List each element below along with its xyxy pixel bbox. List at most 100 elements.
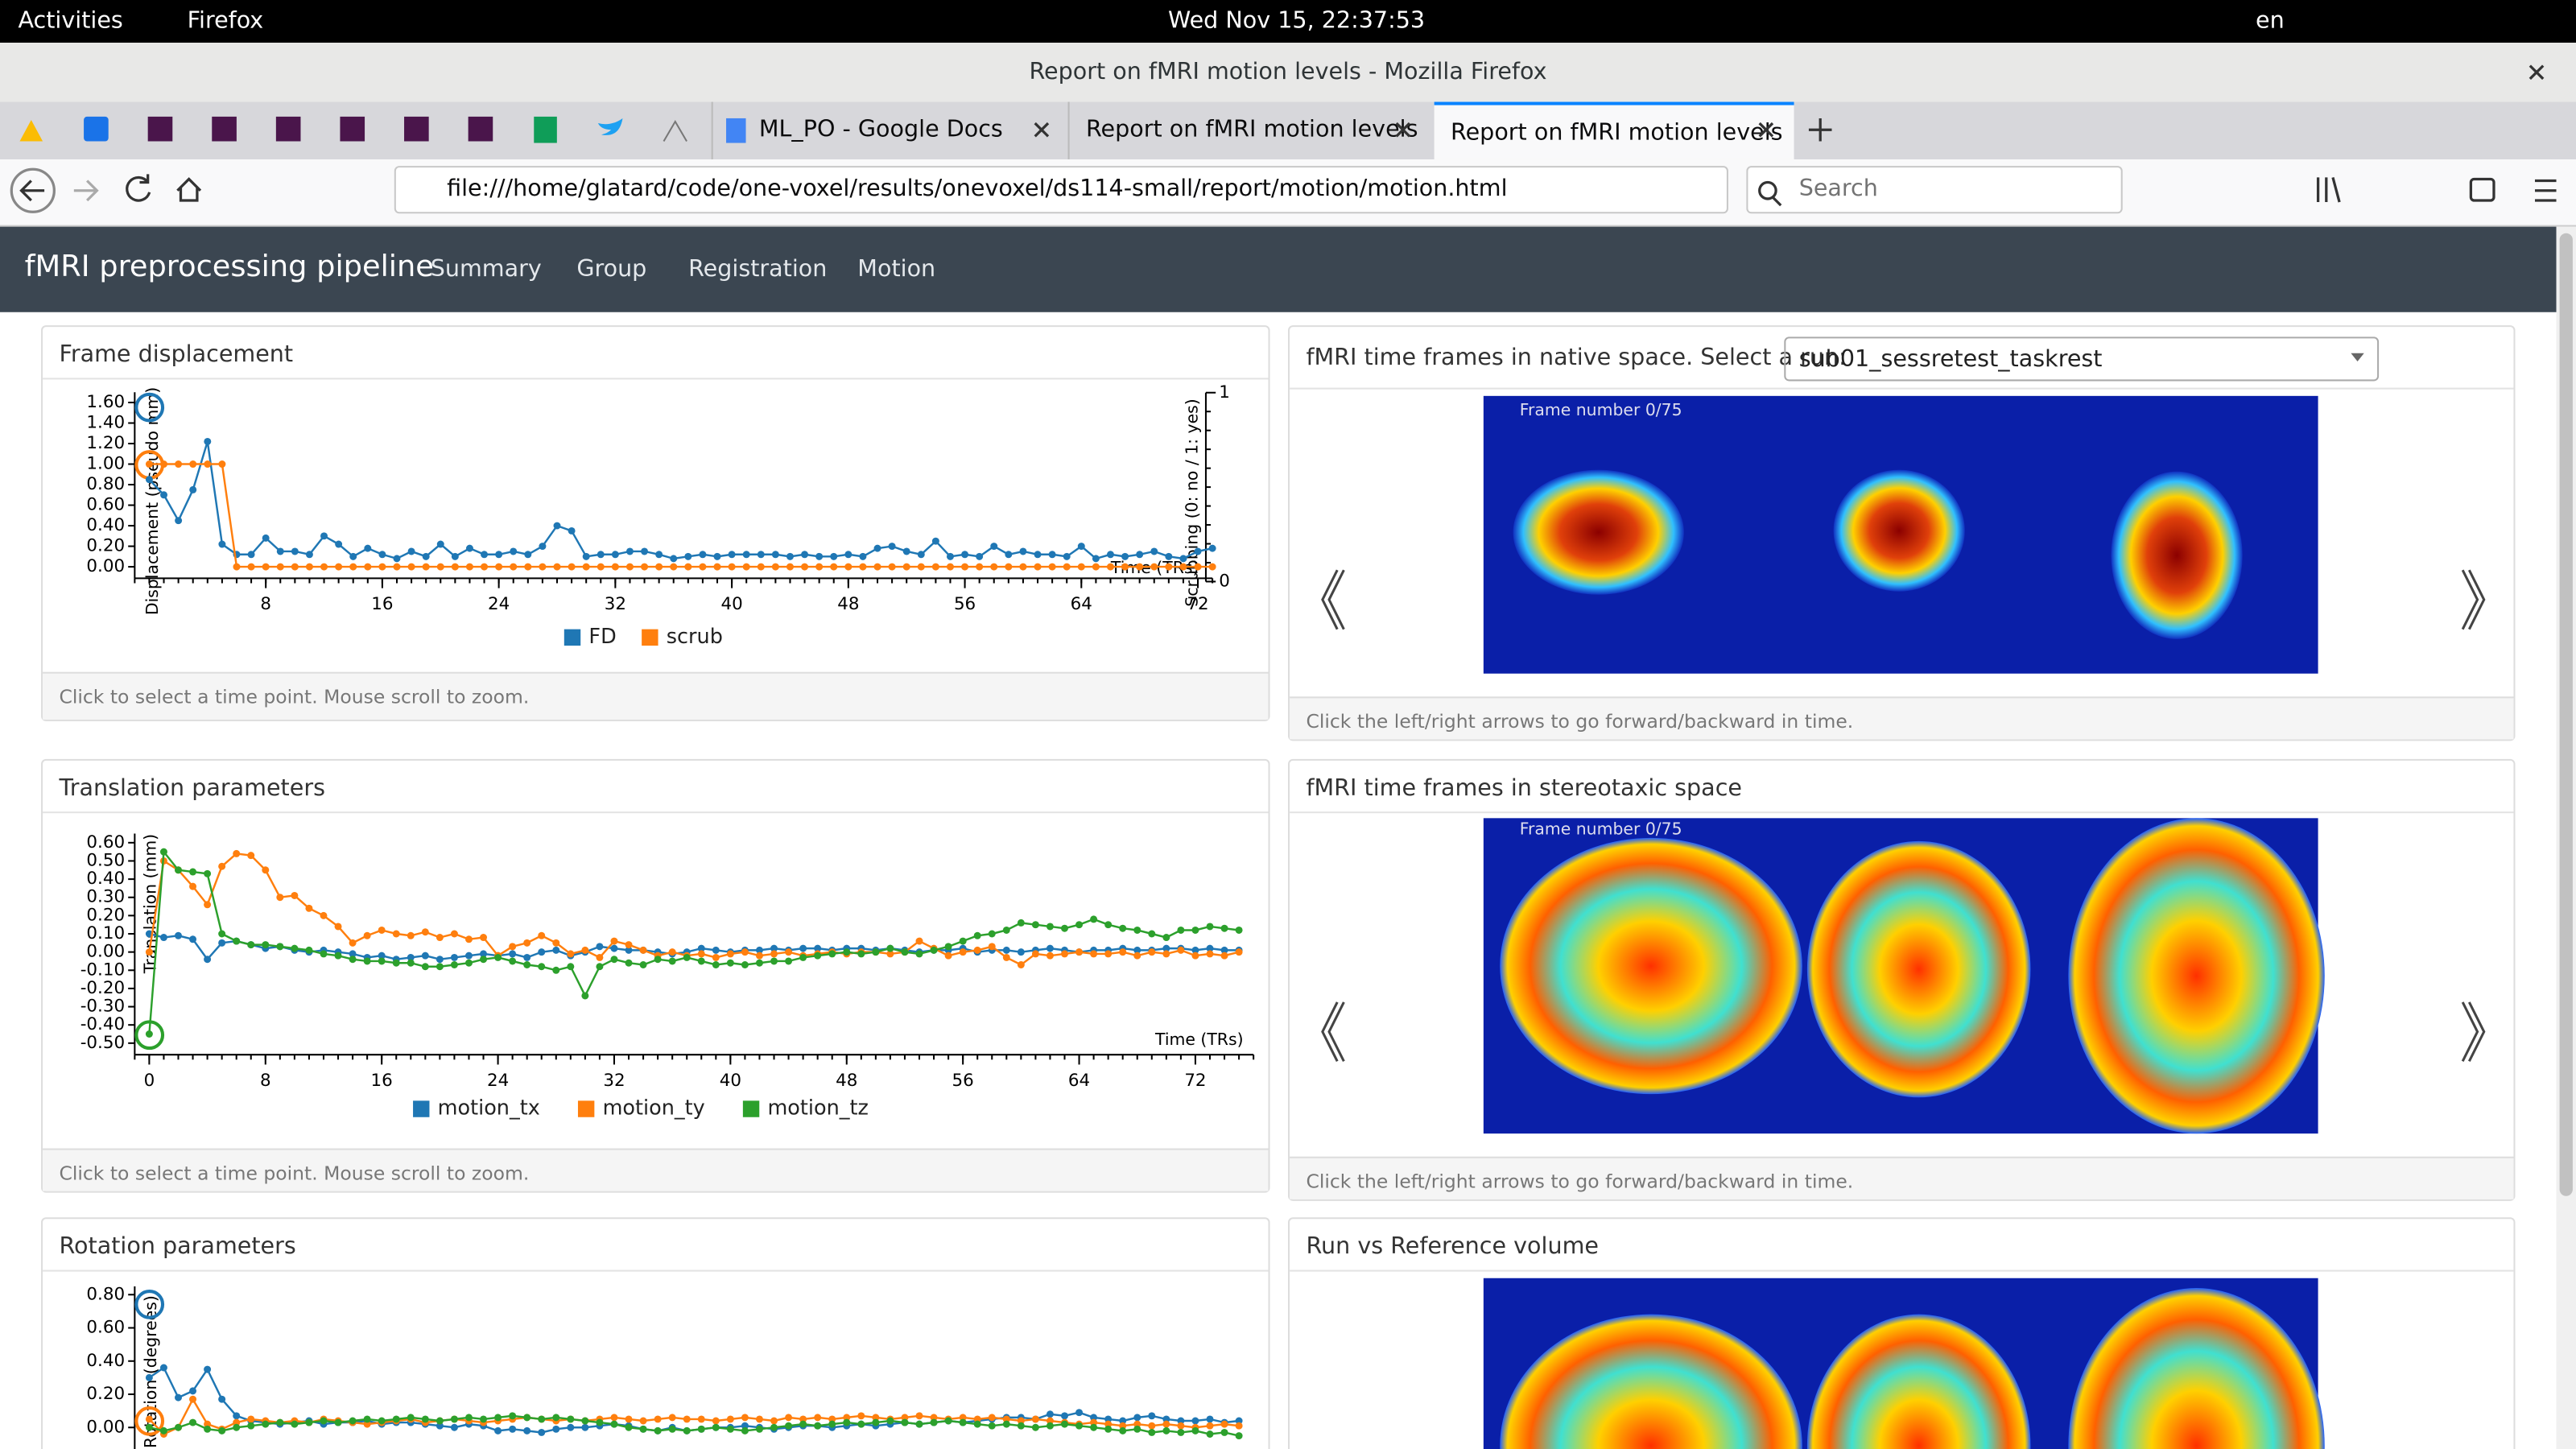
data-point (218, 1395, 226, 1403)
nav-link[interactable]: Motion (857, 256, 936, 283)
panel-footer: Click the left/right arrows to go forwar… (1290, 696, 2514, 740)
prev-frame[interactable] (1321, 569, 1345, 630)
scrollbar[interactable] (2556, 226, 2576, 1449)
data-point (901, 1414, 909, 1422)
toolbar-icons[interactable] (10, 64, 2557, 213)
run-select[interactable]: sub01_sessretest_taskrest (1784, 336, 2380, 382)
data-point (364, 544, 372, 552)
new-tab[interactable] (1808, 118, 1832, 142)
data-point (655, 551, 663, 559)
data-point (1034, 563, 1042, 571)
data-point (931, 563, 939, 571)
pinned-icon[interactable] (663, 119, 687, 142)
next-frame[interactable] (2461, 569, 2486, 630)
pinned-icon[interactable] (534, 116, 557, 143)
select-value: sub01_sessretest_taskrest (1798, 346, 2103, 374)
sidebar[interactable] (2469, 177, 2496, 202)
data-point (843, 1418, 851, 1426)
pinned-icon[interactable] (340, 116, 365, 142)
next-frame[interactable] (2461, 1001, 2486, 1063)
data-point (1031, 950, 1039, 958)
data-point (451, 552, 459, 560)
data-point (291, 944, 299, 952)
data-point (276, 1418, 284, 1426)
data-point (1133, 926, 1141, 934)
home[interactable] (176, 177, 202, 202)
series-line (149, 1414, 1240, 1437)
prev-frame[interactable] (1321, 1001, 1345, 1063)
search-box[interactable]: Search (1746, 166, 2123, 214)
brand[interactable]: fMRI preprocessing pipeline (24, 250, 434, 285)
data-point (1194, 563, 1202, 571)
nav-link[interactable]: Group (576, 256, 647, 283)
url-bar[interactable]: file:///home/glatard/code/one-voxel/resu… (394, 166, 1728, 214)
tab-close[interactable] (1034, 122, 1774, 138)
pinned-icon[interactable] (212, 116, 237, 142)
y-tick-label: 1.20 (86, 433, 125, 453)
forward-arrow[interactable] (73, 180, 99, 202)
data-point (1046, 1417, 1054, 1425)
library[interactable] (2316, 176, 2341, 203)
data-point (946, 552, 954, 560)
data-point (421, 963, 429, 971)
y-tick-label: 0.50 (86, 850, 125, 870)
nav-link[interactable]: Summary (430, 256, 542, 283)
tab[interactable]: Report on fMRI motion levels (1067, 101, 1433, 159)
pinned-icon[interactable] (468, 116, 493, 142)
pinned-icon[interactable] (84, 116, 109, 142)
data-point (713, 563, 721, 571)
active-tab[interactable]: Report on fMRI motion levels (1434, 101, 1794, 159)
data-point (1119, 924, 1127, 932)
frame-arrows[interactable] (1321, 569, 2486, 1063)
scroll-thumb[interactable] (2559, 233, 2573, 1196)
data-point (990, 543, 998, 551)
data-point (828, 950, 836, 958)
close-window[interactable] (2529, 64, 2545, 80)
menu[interactable] (2534, 179, 2557, 202)
x-tick-label: 56 (952, 1071, 974, 1091)
data-point (1179, 563, 1187, 571)
language[interactable]: en (2256, 8, 2285, 35)
pinned-icon[interactable] (597, 118, 623, 135)
y-tick-label: -0.40 (80, 1014, 125, 1034)
data-point (1017, 1422, 1025, 1430)
data-point (1104, 950, 1113, 958)
tab[interactable]: ML_PO - Google Docs (711, 101, 1067, 159)
back-button[interactable] (10, 167, 56, 213)
data-point (1046, 1422, 1054, 1430)
data-point (159, 1364, 167, 1372)
data-point (1133, 952, 1141, 960)
hover-marker (134, 1290, 165, 1319)
data-point (509, 943, 517, 951)
pinned-icon[interactable] (147, 116, 173, 142)
panel-footer: Click to select a time point. Mouse scro… (43, 1148, 1269, 1191)
data-point (1048, 551, 1056, 559)
data-point (976, 563, 984, 571)
pinned-icon[interactable] (404, 116, 429, 142)
data-point (175, 1393, 182, 1402)
data-point (1206, 950, 1214, 958)
data-point (450, 953, 458, 961)
brain-sagittal (1500, 1314, 1802, 1449)
data-point (509, 1425, 517, 1433)
data-point (247, 941, 255, 949)
pinned-icon[interactable] (275, 116, 301, 142)
clock[interactable]: Wed Nov 15, 22:37:53 (1168, 8, 1426, 35)
pinned-icon[interactable] (19, 119, 43, 142)
app-menu[interactable]: Firefox (187, 8, 264, 35)
data-point (1002, 946, 1010, 954)
data-point (888, 543, 896, 551)
data-point (959, 937, 967, 945)
data-point (755, 1425, 763, 1433)
data-point (1031, 1415, 1039, 1423)
reload[interactable] (126, 174, 151, 202)
data-point (538, 931, 546, 939)
pinned-tabs[interactable] (19, 116, 746, 143)
nav-link[interactable]: Registration (688, 256, 828, 283)
activities[interactable]: Activities (18, 8, 123, 35)
y-tick-label: 0.80 (86, 474, 125, 494)
data-point (407, 931, 415, 939)
data-point (291, 547, 299, 555)
data-point (684, 563, 692, 571)
